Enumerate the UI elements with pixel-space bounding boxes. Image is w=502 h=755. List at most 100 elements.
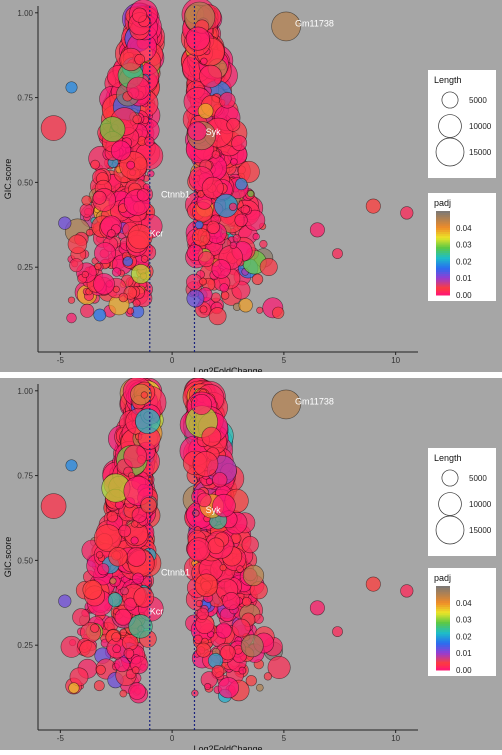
padj-colorbar-segment (436, 661, 450, 665)
data-point (107, 229, 116, 238)
x-axis-title: Log2FoldChange (193, 744, 262, 750)
data-point (94, 242, 116, 265)
data-point (92, 190, 107, 205)
data-point (108, 547, 128, 567)
data-point (251, 273, 264, 285)
padj-colorbar-segment (436, 213, 450, 216)
padj-colorbar-segment (436, 278, 450, 281)
data-point (90, 159, 100, 170)
data-point (232, 234, 241, 243)
data-point (109, 577, 117, 585)
data-point (211, 150, 220, 159)
padj-colorbar-segment (436, 623, 450, 627)
padj-colorbar-segment (436, 282, 450, 285)
data-point (309, 222, 325, 238)
data-point (133, 586, 155, 608)
data-point (94, 262, 102, 271)
padj-legend-label: 0.00 (456, 666, 472, 675)
padj-colorbar-segment (436, 261, 450, 264)
padj-colorbar-segment (436, 611, 450, 614)
padj-legend-label: 0.02 (456, 632, 472, 641)
data-point (191, 393, 213, 415)
data-point (136, 188, 150, 202)
gene-label: Kcr (150, 229, 164, 239)
gene-label: Syk (206, 505, 222, 515)
x-tick-label: -5 (57, 356, 65, 365)
data-point (58, 594, 72, 608)
padj-colorbar-segment (436, 215, 450, 218)
size-legend-box (428, 448, 496, 556)
padj-colorbar-segment (436, 663, 450, 667)
data-point (140, 255, 149, 263)
padj-legend-label: 0.01 (456, 274, 472, 283)
padj-colorbar-segment (436, 217, 450, 220)
x-tick-label: 10 (391, 356, 400, 365)
size-legend-circle (441, 91, 459, 109)
data-point (271, 11, 301, 42)
data-point (110, 140, 132, 161)
padj-colorbar-segment (436, 607, 450, 610)
point-cloud (40, 376, 414, 704)
y-tick-label: 0.25 (17, 641, 33, 650)
data-point (236, 565, 244, 573)
padj-colorbar-segment (436, 609, 450, 612)
data-point (132, 572, 144, 585)
y-tick-label: 0.50 (17, 178, 33, 187)
data-point (140, 391, 148, 399)
data-point (219, 92, 236, 109)
padj-colorbar-segment (436, 604, 450, 608)
padj-colorbar-segment (436, 634, 450, 637)
data-point (267, 655, 291, 679)
data-point (132, 114, 142, 125)
y-axis-title: GIC.score (3, 537, 13, 578)
data-point (255, 683, 264, 692)
data-point (217, 677, 239, 699)
data-point (240, 204, 250, 214)
padj-colorbar-segment (436, 653, 450, 656)
data-point (219, 283, 229, 293)
padj-colorbar-segment (436, 286, 450, 290)
gene-label: Gm11738 (295, 396, 334, 406)
chart-panel-1: Gm11738 Syk Ctnnb1 Kcr 0.25 0.50 0.75 1.00 -5 0 5 1… (0, 0, 502, 376)
data-point (40, 115, 67, 141)
data-point (195, 599, 203, 608)
data-point (93, 273, 115, 295)
size-legend-title: Length (434, 453, 462, 463)
data-point (93, 680, 105, 692)
padj-colorbar-segment (436, 594, 450, 597)
data-point (128, 614, 153, 639)
data-point (97, 563, 110, 576)
padj-colorbar-segment (436, 221, 450, 225)
data-point (197, 103, 214, 119)
data-point (365, 576, 381, 592)
data-point (365, 198, 381, 214)
data-point (211, 259, 231, 279)
data-point (90, 623, 100, 633)
data-point (95, 664, 106, 675)
padj-colorbar-segment (436, 263, 450, 267)
data-point (67, 296, 76, 304)
padj-colorbar-segment (436, 600, 450, 604)
data-point (58, 216, 72, 230)
y-axis-title: GIC.score (3, 159, 13, 200)
data-point (231, 135, 248, 151)
chart-panel-2: Gm11738 Syk Ctnnb1 Kcr 0.25 0.50 0.75 1.00 -5 0 5 1… (0, 376, 502, 754)
padj-colorbar-segment (436, 253, 450, 256)
data-point (206, 220, 220, 234)
data-point (226, 117, 241, 132)
data-point (199, 305, 208, 314)
data-point (120, 586, 129, 596)
padj-colorbar-segment (436, 269, 450, 273)
y-tick-label: 1.00 (17, 387, 33, 396)
y-tick-label: 0.75 (17, 472, 33, 481)
data-point (85, 228, 94, 237)
padj-colorbar-segment (436, 590, 450, 593)
data-point (79, 203, 94, 218)
padj-colorbar-segment (436, 638, 450, 642)
data-point (114, 656, 130, 673)
data-point (256, 306, 264, 314)
padj-colorbar-segment (436, 602, 450, 606)
data-point (241, 535, 259, 554)
data-point (263, 672, 273, 681)
padj-colorbar-segment (436, 274, 450, 277)
